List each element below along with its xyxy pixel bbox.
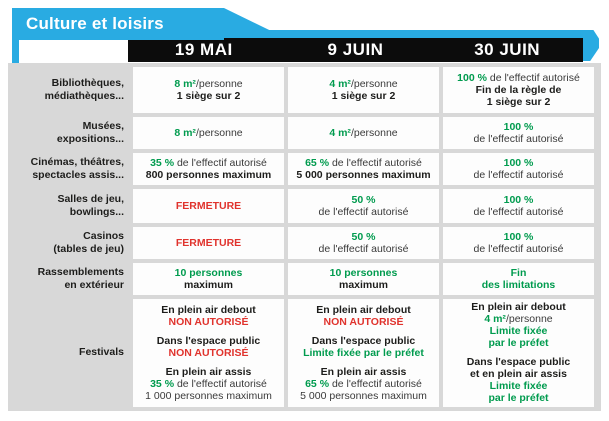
cell-line: 1 siège sur 2 [176, 90, 241, 102]
cell-line: par le préfet [488, 392, 549, 405]
cell-line: 50 % [351, 230, 376, 243]
table-cell: 50 % de l'effectif autorisé [288, 189, 439, 223]
table-cell: 4 m²/personne 1 siège sur 2 [288, 67, 439, 113]
table-cell: 4 m²/personne [288, 117, 439, 149]
row-label: Festivals [79, 346, 124, 359]
cell-line: Limite fixée [489, 325, 548, 338]
cell-line: 65 % de l'effectif autorisé [305, 156, 422, 169]
table-cell: 65 % de l'effectif autorisé 5 000 personn… [288, 153, 439, 185]
cell-line: 1 000 personnes maximum [145, 389, 272, 402]
banner-corner-accent [583, 30, 599, 61]
cell-line: Limite fixée [489, 380, 548, 393]
table-cell: FERMETURE [133, 227, 284, 259]
cell-line: Fin [510, 266, 527, 279]
cell-line: 100 % [503, 156, 534, 169]
cell-line: Dans l'espace public [311, 334, 416, 347]
cell-line: 50 % [351, 193, 376, 206]
table-cell: 50 % de l'effectif autorisé [288, 227, 439, 259]
table-cell: 10 personnes maximum [133, 263, 284, 295]
cell-line: Fin de la règle de [475, 83, 562, 96]
cell-line: de l'effectif autorisé [473, 206, 564, 218]
table-cell: FERMETURE [133, 189, 284, 223]
cell-line: maximum [183, 279, 234, 291]
table-cell: En plein air debout NON AUTORISÉ Dans l'es… [133, 299, 284, 407]
cell-line: 100 % [503, 193, 534, 206]
column-header-9-juin: 9 JUIN [327, 40, 384, 59]
table-cell: 35 % de l'effectif autorisé 800 personnes… [133, 153, 284, 185]
cell-line: 5 000 personnes maximum [300, 389, 427, 402]
table-cell: 8 m²/personne [133, 117, 284, 149]
cell-line: 10 personnes [329, 266, 398, 279]
banner-left-accent [12, 36, 19, 63]
cell-line: 8 m²/personne [174, 77, 243, 90]
cell-line: En plein air assis [165, 365, 252, 378]
cell-line: 1 siège sur 2 [486, 96, 551, 109]
cell-line: NON AUTORISÉ [323, 315, 404, 328]
table-cell: 100 % de l'effectif autorisé [443, 117, 594, 149]
cell-line: En plein air debout [161, 303, 256, 316]
cell-line: NON AUTORISÉ [168, 346, 249, 359]
cell-line: 1 siège sur 2 [331, 90, 396, 102]
page-title: Culture et loisirs [26, 14, 164, 33]
table-cell: En plein air debout 4 m²/personne Limite f… [443, 299, 594, 407]
table-cell: 100 % de l'effectif autorisé [443, 227, 594, 259]
cell-line: 100 % [503, 120, 534, 133]
cell-line: de l'effectif autorisé [473, 133, 564, 145]
table-cell: 100 % de l'effectif autorisé Fin de la rè… [443, 67, 594, 113]
row-label: Bibliothèques, médiathèques... [44, 77, 124, 102]
cell-line: 35 % de l'effectif autorisé [150, 156, 267, 169]
cell-line: En plein air debout [471, 301, 566, 313]
cell-line: et en plein air assis [470, 368, 567, 381]
table-cell: 100 % de l'effectif autorisé [443, 189, 594, 223]
date-header-bar: 19 MAI 9 JUIN 30 JUIN [128, 38, 583, 62]
table-cell: 10 personnes maximum [288, 263, 439, 295]
cell-line: 10 personnes [174, 266, 243, 279]
cell-line: NON AUTORISÉ [168, 315, 249, 328]
cell-line: maximum [338, 279, 389, 291]
column-header-30-juin: 30 JUIN [474, 40, 541, 59]
cell-line: 4 m²/personne [329, 77, 398, 90]
cell-line: de l'effectif autorisé [473, 243, 564, 255]
table-cell: Fin des limitations [443, 263, 594, 295]
cell-line: FERMETURE [175, 199, 242, 212]
cell-line: Limite fixée par le préfet [303, 346, 424, 359]
table-cell: En plein air debout NON AUTORISÉ Dans l'es… [288, 299, 439, 407]
cell-line: 65 % de l'effectif autorisé [305, 377, 422, 390]
cell-line: Dans l'espace public [156, 334, 261, 347]
row-label: Rassemblements en extérieur [37, 266, 124, 291]
cell-line: de l'effectif autorisé [318, 206, 409, 218]
column-header-19-mai: 19 MAI [174, 40, 233, 59]
cell-line: En plein air assis [320, 365, 407, 378]
row-label: Musées, expositions... [56, 120, 124, 145]
table-body: Bibliothèques, médiathèques... 8 m²/person… [8, 63, 601, 411]
table-cell: 100 % de l'effectif autorisé [443, 153, 594, 185]
cell-line: 8 m²/personne [174, 126, 243, 139]
cell-line: 4 m²/personne [329, 126, 398, 139]
cell-line: 100 % [503, 230, 534, 243]
cell-line: 800 personnes maximum [145, 169, 272, 181]
cell-line: Dans l'espace public [466, 356, 571, 369]
table-cell: 8 m²/personne 1 siège sur 2 [133, 67, 284, 113]
cell-line: 5 000 personnes maximum [296, 169, 431, 181]
banner-slant-accent [224, 8, 270, 40]
cell-line: 100 % de l'effectif autorisé [457, 71, 580, 84]
row-label: Casinos (tables de jeu) [53, 230, 124, 255]
row-label: Salles de jeu, bowlings... [57, 193, 124, 218]
cell-line: FERMETURE [175, 236, 242, 249]
row-label: Cinémas, théâtres, spectacles assis... [30, 156, 124, 181]
title-banner: Culture et loisirs [12, 8, 224, 40]
cell-line: 35 % de l'effectif autorisé [150, 377, 267, 390]
cell-line: 4 m²/personne [484, 313, 553, 326]
cell-line: par le préfet [488, 337, 549, 350]
cell-line: de l'effectif autorisé [473, 169, 564, 181]
cell-line: En plein air debout [316, 303, 411, 316]
banner-strip-accent [268, 30, 585, 40]
cell-line: de l'effectif autorisé [318, 243, 409, 255]
cell-line: des limitations [481, 279, 556, 291]
